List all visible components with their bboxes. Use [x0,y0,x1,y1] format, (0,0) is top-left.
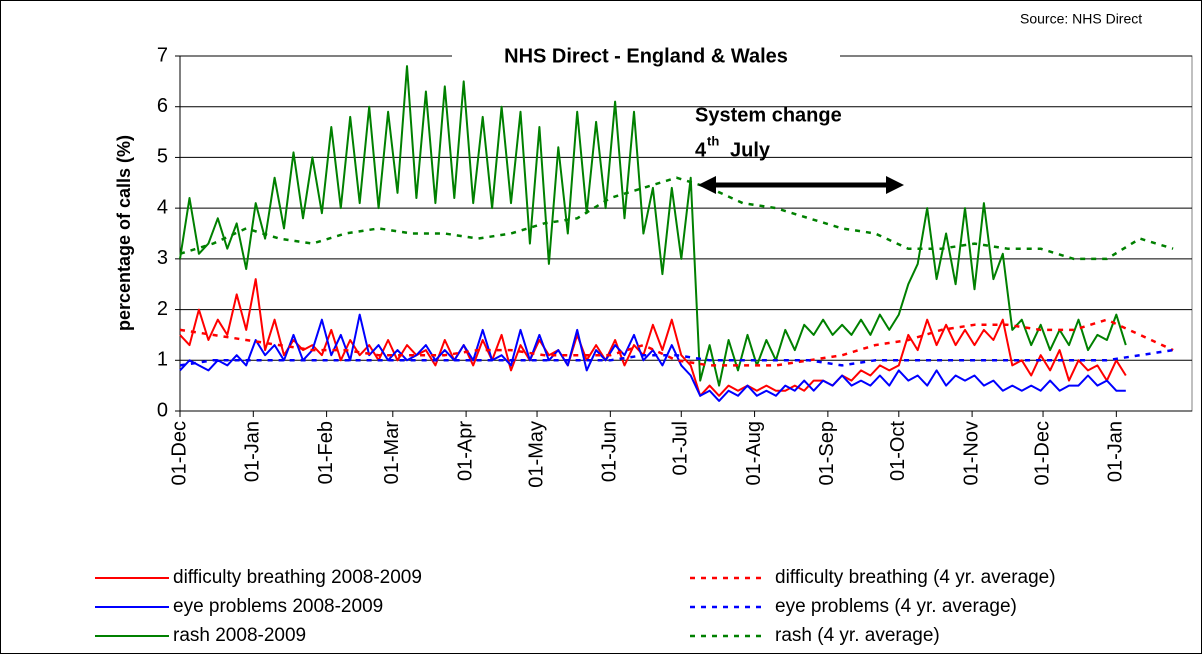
series-line [179,278,1127,397]
x-tick-label: 01-Nov [960,421,982,485]
annotation: 4 [695,139,707,161]
title-background [452,44,840,70]
series-line [179,65,1127,387]
x-tick-label: 01-Dec [168,421,190,485]
legend-label: difficulty breathing (4 yr. average) [775,567,1056,588]
annotation-arrow [698,176,904,194]
x-tick-label: 01-May [525,421,547,488]
plot-area: 0 1 2 3 4 5 6 7 01-Dec 01-Jan 01-Feb 01-Mar 01-Apr 01… [157,44,1193,488]
x-tick-label: 01-Jan [242,421,264,482]
x-tick-label: 01-Jul [670,421,692,475]
x-tick-label: 01-Feb [315,421,337,484]
x-tick-label: 01-Mar [381,421,403,485]
y-axis-label: percentage of calls (%) [114,135,134,331]
series-line [179,176,1174,261]
x-tick-label: 01-Aug [743,421,765,486]
legend: difficulty breathing 2008-2009 eye proble… [95,567,1056,646]
legend-label: rash (4 yr. average) [775,625,940,646]
series-line [179,318,1174,367]
x-tick-label: 01-Sep [816,421,838,486]
series-line [179,313,1126,402]
y-tick-label: 3 [157,247,168,269]
x-tick-label: 01-Oct [887,421,909,481]
annotation: July [730,139,771,161]
x-tick-label: 01-Jun [599,421,621,482]
y-tick-label: 5 [157,146,168,168]
y-tick-label: 2 [157,298,168,320]
source-note: Source: NHS Direct [1020,11,1142,27]
y-tick-label: 4 [157,196,168,218]
legend-label: difficulty breathing 2008-2009 [173,567,422,588]
x-tick-label: 01-Jan [1105,421,1127,482]
legend-label: eye problems 2008-2009 [173,596,383,617]
y-tick-label: 6 [157,95,168,117]
x-tick-label: 01-Apr [454,421,476,481]
y-tick-label: 7 [157,44,168,66]
legend-label: rash 2008-2009 [173,625,306,646]
chart-title: NHS Direct - England & Wales [504,45,788,67]
series-line [179,348,1174,367]
annotation: th [707,133,719,148]
annotation: System change [695,104,842,126]
y-tick-label: 1 [157,349,168,371]
x-tick-label: 01-Dec [1031,421,1053,485]
legend-label: eye problems (4 yr. average) [775,596,1017,617]
y-tick-label: 0 [157,399,168,421]
